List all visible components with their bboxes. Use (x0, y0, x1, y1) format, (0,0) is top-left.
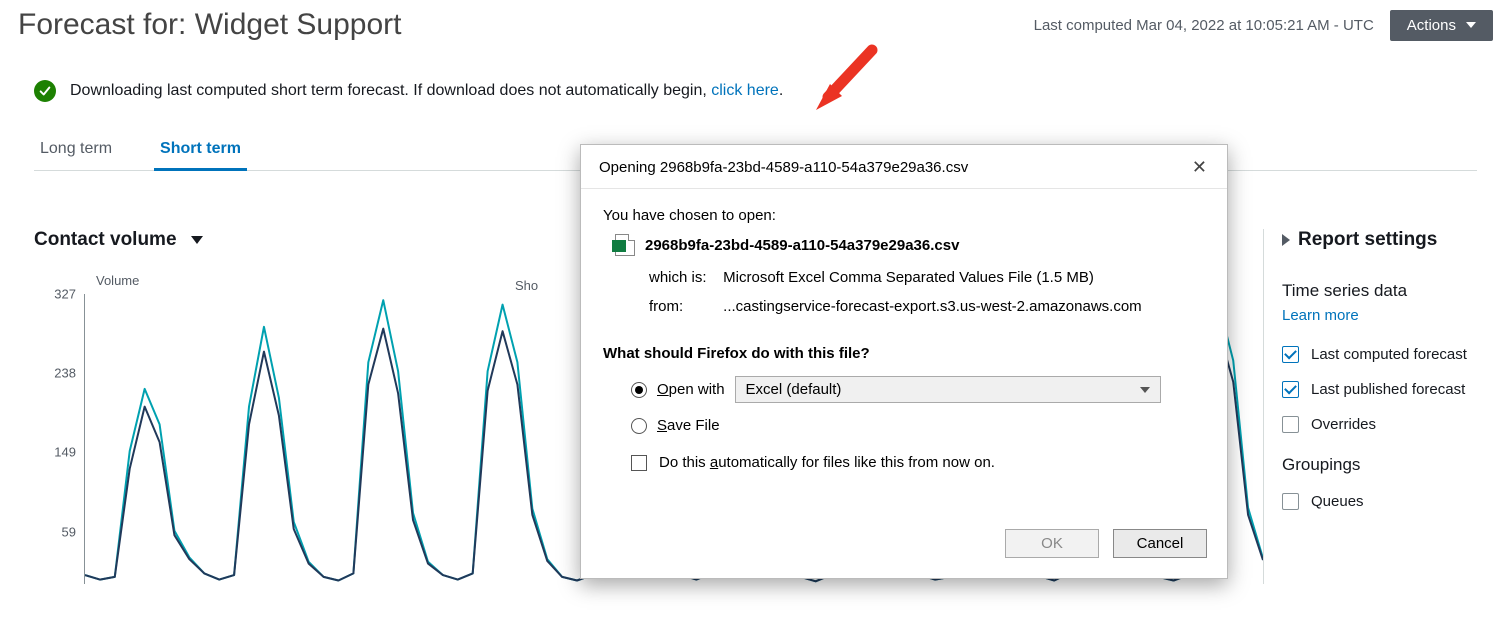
checkbox-queues-label: Queues (1311, 493, 1364, 510)
caret-down-icon (1140, 387, 1150, 393)
y-tick: 149 (54, 444, 76, 459)
checkbox-auto[interactable] (631, 455, 647, 471)
dialog-close-button[interactable]: ✕ (1186, 155, 1213, 180)
save-file-label: Save File (657, 417, 720, 434)
banner-text-after: . (779, 82, 783, 99)
chevron-right-icon (1282, 234, 1290, 246)
success-icon (34, 80, 56, 102)
checkbox-computed-label: Last computed forecast (1311, 346, 1467, 363)
from-label: from: (649, 293, 719, 322)
open-with-label: Open with (657, 381, 725, 398)
banner-text: Downloading last computed short term for… (70, 82, 711, 99)
secondary-axis-label: Sho (515, 278, 538, 293)
y-axis: 32723814959 (34, 294, 84, 584)
sidebar-title-text: Report settings (1298, 229, 1437, 251)
page-title: Forecast for: Widget Support (18, 8, 402, 42)
checkbox-published-label: Last published forecast (1311, 381, 1465, 398)
y-tick: 238 (54, 365, 76, 380)
checkbox-queues[interactable] (1282, 493, 1299, 510)
last-computed-text: Last computed Mar 04, 2022 at 10:05:21 A… (1034, 17, 1374, 34)
which-is-label: which is: (649, 264, 719, 293)
dialog-ok-button[interactable]: OK (1005, 529, 1099, 558)
groupings-title: Groupings (1282, 455, 1491, 475)
radio-save-file[interactable] (631, 418, 647, 434)
dialog-title: Opening 2968b9fa-23bd-4589-a110-54a379e2… (599, 159, 968, 176)
dialog-question: What should Firefox do with this file? (603, 345, 1205, 362)
learn-more-link[interactable]: Learn more (1282, 307, 1359, 324)
radio-open-with[interactable] (631, 382, 647, 398)
timeseries-title: Time series data (1282, 281, 1491, 301)
checkbox-computed[interactable] (1282, 346, 1299, 363)
open-with-select[interactable]: Excel (default) (735, 376, 1161, 403)
dialog-cancel-button[interactable]: Cancel (1113, 529, 1207, 558)
actions-label: Actions (1407, 17, 1456, 34)
caret-down-icon (191, 236, 203, 244)
tab-short-term[interactable]: Short term (154, 140, 247, 171)
download-dialog: Opening 2968b9fa-23bd-4589-a110-54a379e2… (580, 144, 1228, 579)
dialog-chosen-text: You have chosen to open: (603, 207, 1205, 224)
y-tick: 327 (54, 287, 76, 302)
excel-file-icon (615, 234, 635, 256)
which-is-value: Microsoft Excel Comma Separated Values F… (723, 269, 1094, 286)
from-value: ...castingservice-forecast-export.s3.us-… (723, 298, 1141, 315)
chart-title: Contact volume (34, 229, 177, 251)
actions-button[interactable]: Actions (1390, 10, 1493, 41)
open-with-app: Excel (default) (746, 381, 842, 398)
caret-down-icon (1466, 22, 1476, 28)
download-banner: Downloading last computed short term for… (34, 80, 1477, 102)
report-settings-toggle[interactable]: Report settings (1282, 229, 1491, 251)
checkbox-overrides[interactable] (1282, 416, 1299, 433)
dialog-filename: 2968b9fa-23bd-4589-a110-54a379e29a36.csv (645, 237, 959, 254)
y-tick: 59 (62, 524, 76, 539)
checkbox-overrides-label: Overrides (1311, 416, 1376, 433)
click-here-link[interactable]: click here (711, 82, 779, 99)
auto-label: Do this automatically for files like thi… (659, 454, 995, 471)
checkbox-published[interactable] (1282, 381, 1299, 398)
tab-long-term[interactable]: Long term (34, 140, 118, 170)
